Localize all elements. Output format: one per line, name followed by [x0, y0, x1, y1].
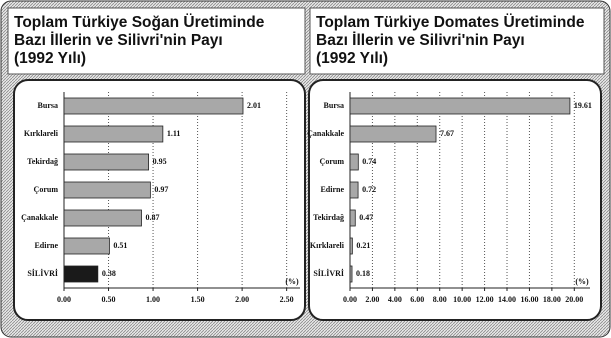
x-tick-label: 2.00 [235, 295, 249, 304]
value-label: 0.21 [356, 241, 370, 250]
bar [349, 237, 353, 255]
x-tick-label: 18.00 [543, 295, 561, 304]
title-box [309, 7, 605, 75]
bar [349, 181, 359, 199]
y-tick-label: Çanakkale [21, 213, 58, 222]
value-label: 0.47 [359, 213, 373, 222]
chart-title: Toplam Türkiye Soğan Üretiminde [14, 14, 265, 31]
y-tick-label: SİLİVRİ [27, 268, 58, 278]
x-tick-label: 0.00 [343, 295, 357, 304]
x-tick-label: 14.00 [498, 295, 516, 304]
chart-title: Toplam Türkiye Domates Üretiminde [316, 14, 585, 31]
value-label: 19.61 [574, 101, 592, 110]
y-tick-label: Tekirdağ [27, 157, 58, 166]
x-tick-label: 8.00 [433, 295, 447, 304]
title-box [7, 7, 306, 75]
bar [349, 125, 437, 143]
x-tick-label: 1.00 [146, 295, 160, 304]
x-tick-label: 0.00 [57, 295, 71, 304]
y-tick-label: Edirne [34, 241, 58, 250]
value-label: 7.67 [440, 129, 454, 138]
x-tick-label: 2.50 [280, 295, 294, 304]
y-tick-label: Edirne [320, 185, 344, 194]
value-label: 0.87 [145, 213, 159, 222]
value-label: 0.18 [356, 269, 370, 278]
panel [13, 79, 306, 321]
y-tick-label: Bursa [324, 101, 344, 110]
bar [349, 265, 353, 283]
value-label: 0.38 [102, 269, 116, 278]
y-tick-label: SİLİVRİ [313, 268, 344, 278]
bar [63, 153, 150, 171]
value-label: 0.72 [362, 185, 376, 194]
y-tick-label: Kırklareli [24, 129, 59, 138]
y-tick-label: Çorum [34, 185, 59, 194]
x-tick-label: 6.00 [410, 295, 424, 304]
x-tick-label: 20.00 [565, 295, 583, 304]
chart-title: (1992 Yılı) [14, 50, 86, 67]
chart-title: Bazı İllerin ve Silivri'nin Payı [14, 32, 223, 49]
bar [63, 97, 244, 115]
x-tick-label: 12.00 [476, 295, 494, 304]
x-tick-label: 1.50 [191, 295, 205, 304]
y-tick-label: Tekirdağ [313, 213, 344, 222]
x-tick-label: 16.00 [520, 295, 538, 304]
x-tick-label: 2.00 [365, 295, 379, 304]
bar [63, 237, 110, 255]
value-label: 0.51 [113, 241, 127, 250]
y-tick-label: Çorum [320, 157, 345, 166]
value-label: 1.11 [167, 129, 181, 138]
value-label: 2.01 [247, 101, 261, 110]
bar [63, 125, 164, 143]
bar [63, 265, 99, 283]
value-label: 0.95 [153, 157, 167, 166]
unit-label: (%) [285, 277, 299, 286]
chart-title: Bazı İllerin ve Silivri'nin Payı [316, 32, 525, 49]
panel [308, 79, 602, 321]
bar [349, 209, 356, 227]
bar [63, 181, 151, 199]
y-tick-label: Bursa [38, 101, 58, 110]
y-tick-label: Çanakkale [307, 129, 344, 138]
unit-label: (%) [575, 277, 589, 286]
value-label: 0.74 [362, 157, 376, 166]
bar [349, 153, 359, 171]
x-tick-label: 0.50 [102, 295, 116, 304]
y-tick-label: Kırklareli [310, 241, 345, 250]
bar [349, 97, 571, 115]
value-label: 0.97 [154, 185, 168, 194]
x-tick-label: 4.00 [388, 295, 402, 304]
bar [63, 209, 142, 227]
x-tick-label: 10.00 [453, 295, 471, 304]
chart-title: (1992 Yılı) [316, 50, 388, 67]
